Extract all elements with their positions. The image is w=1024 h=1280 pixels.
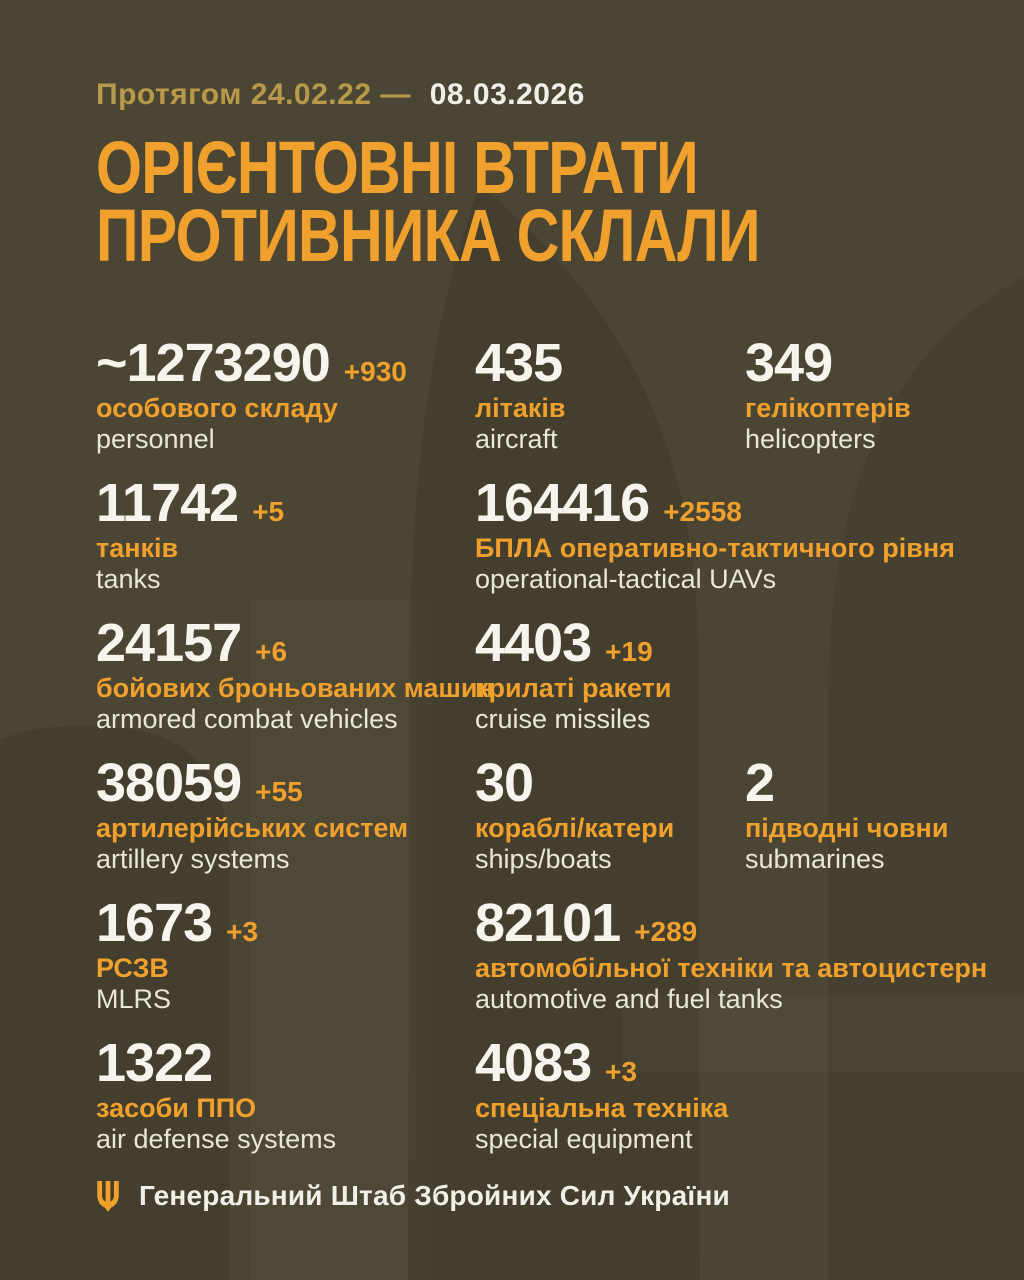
footer: Генеральний Штаб Збройних Сил України bbox=[96, 1180, 730, 1212]
stat-label-ua: РСЗВ bbox=[96, 953, 169, 983]
stat-value: 435 bbox=[475, 333, 563, 393]
stat-label-ua: БПЛА оперативно-тактичного рівня bbox=[475, 533, 955, 563]
stat-value: ~1273290 bbox=[96, 333, 331, 393]
stats-grid: ~1273290 +930 особового складу personnel … bbox=[96, 336, 987, 1176]
stat-armored-vehicles: 24157 +6 бойових броньованих машин armore… bbox=[96, 613, 494, 734]
stat-personnel: ~1273290 +930 особового складу personnel bbox=[96, 336, 475, 454]
stat-delta: +930 bbox=[343, 356, 407, 387]
stat-cruise-missiles: 4403 +19 крилаті ракети cruise missiles bbox=[475, 616, 984, 734]
stat-label-ua: кораблі/катери bbox=[475, 813, 675, 843]
stat-label-en: special equipment bbox=[475, 1124, 693, 1154]
stats-row-6: 1322 засоби ППО air defense systems 4083… bbox=[96, 1036, 984, 1176]
stat-value: 24157 bbox=[96, 613, 242, 673]
footer-text: Генеральний Штаб Збройних Сил України bbox=[139, 1180, 730, 1211]
period-end-date: 08.03.2026 bbox=[429, 78, 585, 111]
stats-row-4: 38059 +55 артилерійських систем artillery… bbox=[96, 756, 984, 896]
stat-tanks: 11742 +5 танків tanks bbox=[96, 476, 475, 594]
stats-row-5: 1673 +3 РСЗВ MLRS 82101 +289 автомобільної… bbox=[96, 896, 987, 1036]
stat-value: 4083 bbox=[475, 1033, 592, 1093]
stat-label-ua: гелікоптерів bbox=[745, 393, 911, 423]
title-line-1: ОРІЄНТОВНІ ВТРАТИ bbox=[96, 126, 699, 209]
period-range: Протягом 24.02.22 — bbox=[96, 78, 411, 111]
stat-label-ua: літаків bbox=[475, 393, 566, 423]
stat-label-en: aircraft bbox=[475, 424, 558, 454]
page-title: ОРІЄНТОВНІ ВТРАТИ ПРОТИВНИКА СКЛАЛИ bbox=[96, 131, 806, 273]
stat-label-ua: підводні човни bbox=[745, 813, 949, 843]
stat-value: 1322 bbox=[96, 1033, 213, 1093]
stat-delta: +2558 bbox=[663, 496, 742, 527]
stat-label-en: cruise missiles bbox=[475, 704, 651, 734]
stat-label-ua: особового складу bbox=[96, 393, 338, 423]
stat-value: 164416 bbox=[475, 473, 650, 533]
stat-value: 2 bbox=[745, 753, 775, 813]
stat-label-en: MLRS bbox=[96, 984, 172, 1014]
stat-helicopters: 349 гелікоптерів helicopters bbox=[745, 336, 984, 454]
title-line-2: ПРОТИВНИКА СКЛАЛИ bbox=[96, 194, 761, 277]
stat-value: 349 bbox=[745, 333, 833, 393]
stat-label-ua: артилерійських систем bbox=[96, 813, 409, 843]
stats-row-3: 24157 +6 бойових броньованих машин armore… bbox=[96, 616, 984, 756]
stat-label-en: submarines bbox=[745, 844, 885, 874]
stat-label-ua: засоби ППО bbox=[96, 1093, 257, 1123]
stat-label-ua: спеціальна техніка bbox=[475, 1093, 729, 1123]
stat-label-ua: бойових броньованих машин bbox=[96, 673, 494, 703]
stat-label-en: tanks bbox=[96, 564, 161, 594]
stat-vehicles-fuel-tanks: 82101 +289 автомобільної техніки та автоц… bbox=[475, 896, 987, 1014]
stat-delta: +5 bbox=[252, 496, 285, 527]
stat-label-en: air defense systems bbox=[96, 1124, 337, 1154]
stat-label-en: operational-tactical UAVs bbox=[475, 564, 777, 594]
stat-label-ua: автомобільної техніки та автоцистерн bbox=[475, 953, 988, 983]
stats-row-2: 11742 +5 танків tanks 164416 +2558 БПЛА оп… bbox=[96, 476, 984, 616]
stat-delta: +55 bbox=[255, 776, 303, 807]
stat-delta: +3 bbox=[226, 916, 259, 947]
stat-delta: +6 bbox=[255, 636, 288, 667]
stat-value: 11742 bbox=[96, 473, 239, 533]
stat-label-ua: танків bbox=[96, 533, 179, 563]
stat-submarines: 2 підводні човни submarines bbox=[745, 756, 984, 874]
stat-label-en: ships/boats bbox=[475, 844, 612, 874]
stat-value: 38059 bbox=[96, 753, 242, 813]
stat-aircraft: 435 літаків aircraft bbox=[475, 336, 745, 454]
stat-uavs: 164416 +2558 БПЛА оперативно-тактичного р… bbox=[475, 476, 984, 594]
stat-label-en: artillery systems bbox=[96, 844, 290, 874]
stat-special-equipment: 4083 +3 спеціальна техніка special equipm… bbox=[475, 1036, 984, 1154]
stats-row-1: ~1273290 +930 особового складу personnel … bbox=[96, 336, 984, 476]
stat-mlrs: 1673 +3 РСЗВ MLRS bbox=[96, 896, 475, 1014]
stat-artillery: 38059 +55 артилерійських систем artillery… bbox=[96, 756, 475, 874]
stat-value: 82101 bbox=[475, 893, 621, 953]
stat-air-defense: 1322 засоби ППО air defense systems bbox=[96, 1036, 475, 1154]
trident-icon bbox=[97, 1180, 119, 1212]
stat-label-ua: крилаті ракети bbox=[475, 673, 672, 703]
stat-label-en: personnel bbox=[96, 424, 215, 454]
stat-value: 30 bbox=[475, 753, 534, 813]
period-line: Протягом 24.02.22 — 08.03.2026 bbox=[96, 78, 984, 112]
stat-label-en: helicopters bbox=[745, 424, 876, 454]
stat-value: 1673 bbox=[96, 893, 213, 953]
stat-label-en: automotive and fuel tanks bbox=[475, 984, 783, 1014]
stat-value: 4403 bbox=[475, 613, 592, 673]
stat-delta: +289 bbox=[634, 916, 698, 947]
stat-label-en: armored combat vehicles bbox=[96, 704, 398, 734]
stat-ships: 30 кораблі/катери ships/boats bbox=[475, 756, 745, 874]
stat-delta: +3 bbox=[605, 1056, 638, 1087]
stat-delta: +19 bbox=[605, 636, 653, 667]
